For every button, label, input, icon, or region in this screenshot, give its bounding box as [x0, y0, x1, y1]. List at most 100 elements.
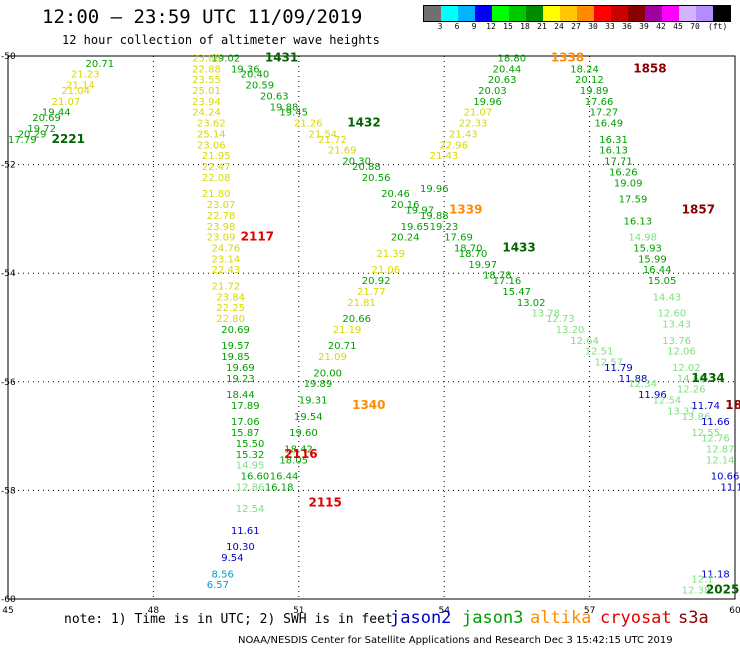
- wave-height-value: 12.02: [672, 363, 701, 374]
- wave-height-value: 21.54: [308, 129, 337, 140]
- lon-tick-label: 48: [148, 606, 160, 616]
- wave-height-value: 21.43: [449, 129, 478, 140]
- legend-swatch: [560, 6, 577, 21]
- wave-height-value: 25.14: [197, 129, 226, 140]
- footer-note: note: 1) Time is in UTC; 2) SWH is in fe…: [64, 612, 393, 627]
- track-time-label: 2115: [308, 496, 341, 510]
- legend-swatch: [492, 6, 509, 21]
- wave-height-value: 19.96: [473, 97, 502, 108]
- wave-height-value: 12.26: [677, 385, 706, 396]
- wave-height-value: 23.62: [197, 119, 226, 130]
- wave-height-value: 12.54: [653, 396, 682, 407]
- wave-height-value: 19.89: [304, 379, 333, 390]
- track-time-label: 1434: [691, 371, 724, 385]
- wave-height-value: 19.85: [221, 352, 250, 363]
- wave-height-value: 21.09: [318, 352, 347, 363]
- wave-height-value: 23.07: [207, 200, 236, 211]
- wave-height-value: 21.72: [212, 281, 241, 292]
- wave-height-value: 18.24: [570, 64, 599, 75]
- legend-label: 18: [520, 22, 530, 31]
- track-time-label: 1432: [347, 116, 380, 130]
- track-time-label: 1339: [449, 202, 482, 216]
- lat-tick-label: -58: [1, 486, 16, 496]
- wave-height-value: 20.63: [260, 91, 289, 102]
- wave-height-value: 13.20: [556, 325, 585, 336]
- wave-height-value: 19.45: [279, 108, 308, 119]
- legend-label: 45: [673, 22, 683, 31]
- wave-height-value: 12.60: [657, 309, 686, 320]
- wave-height-value: 18.42: [284, 444, 313, 455]
- legend-swatch: [543, 6, 560, 21]
- legend-swatch: [509, 6, 526, 21]
- wave-height-value: 11.74: [691, 401, 720, 412]
- wave-height-value: 11.61: [231, 526, 260, 537]
- wave-height-value: 20.88: [352, 162, 381, 173]
- wave-height-value: 20.69: [221, 325, 250, 336]
- legend-unit: (ft): [708, 22, 728, 31]
- wave-height-value: 13.78: [531, 309, 560, 320]
- legend-label: 3: [437, 22, 443, 31]
- wave-height-value: 20.92: [362, 276, 391, 287]
- lat-tick-label: -50: [1, 52, 16, 62]
- legend-label: 39: [639, 22, 649, 31]
- lon-tick-label: 57: [584, 606, 595, 616]
- wave-height-value: 12.14: [706, 455, 735, 466]
- wave-height-value: 20.46: [381, 189, 410, 200]
- legend-label: 9: [471, 22, 477, 31]
- wave-height-value: 17.27: [590, 108, 619, 119]
- wave-height-value: 15.05: [648, 276, 677, 287]
- legend-label: 27: [571, 22, 581, 31]
- wave-height-value: 10.30: [226, 542, 255, 553]
- wave-height-value: 21.69: [328, 146, 357, 157]
- legend-swatch: [458, 6, 475, 21]
- track-time-label: 1431: [265, 50, 298, 64]
- legend-label: 30: [588, 22, 598, 31]
- sat-jason3: jason3: [462, 608, 524, 628]
- wave-height-value: 17.69: [444, 233, 473, 244]
- wave-height-value: 15.87: [231, 428, 260, 439]
- wave-height-value: 17.16: [493, 276, 522, 287]
- wave-height-value: 12.54: [236, 504, 265, 515]
- wave-height-value: 16.44: [270, 472, 299, 483]
- legend-swatch: [679, 6, 696, 21]
- lon-tick-label: 60: [729, 606, 740, 616]
- lon-tick-label: 45: [2, 606, 13, 616]
- legend-swatch: [662, 6, 679, 21]
- wave-height-value: 23.09: [207, 233, 236, 244]
- wave-height-value: 19.60: [289, 428, 318, 439]
- wave-height-value: 19.69: [226, 363, 255, 374]
- wave-height-value: 17.06: [231, 417, 260, 428]
- wave-height-value: 19.23: [226, 374, 255, 385]
- wave-height-value: 16.31: [599, 135, 628, 146]
- track-time-label: 1338: [551, 50, 584, 64]
- wave-height-value: 11.88: [619, 374, 648, 385]
- legend-label: 42: [656, 22, 666, 31]
- wave-height-value: 20.16: [391, 200, 420, 211]
- lat-tick-label: -52: [1, 161, 16, 171]
- wave-height-value: 9.54: [221, 553, 243, 564]
- wave-height-value: 22.08: [202, 173, 231, 184]
- wave-height-value: 21.06: [372, 265, 401, 276]
- wave-height-value: 12.38: [682, 586, 711, 597]
- wave-height-value: 19.02: [212, 53, 241, 64]
- track-time-label: 2221: [52, 132, 85, 146]
- wave-height-value: 21.07: [464, 108, 493, 119]
- legend-swatch: [713, 6, 730, 21]
- legend-label: 24: [554, 22, 564, 31]
- legend-swatch: [577, 6, 594, 21]
- legend-swatch: [594, 6, 611, 21]
- wave-height-value: 25.01: [192, 86, 221, 97]
- lat-tick-label: -54: [1, 269, 16, 279]
- wave-height-value: 19.54: [294, 412, 323, 423]
- wave-height-value: 22.47: [202, 162, 231, 173]
- wave-height-value: 21.72: [318, 135, 347, 146]
- wave-height-value: 8.56: [212, 569, 234, 580]
- legend-label: 15: [503, 22, 513, 31]
- wave-height-value: 23.14: [212, 254, 241, 265]
- wave-height-value: 20.24: [391, 233, 420, 244]
- wave-height-value: 17.59: [619, 195, 648, 206]
- wave-height-value: 21.39: [376, 249, 405, 260]
- track-time-label: 185: [725, 398, 740, 412]
- wave-height-value: 22.33: [459, 119, 488, 130]
- wave-height-value: 15.93: [633, 243, 662, 254]
